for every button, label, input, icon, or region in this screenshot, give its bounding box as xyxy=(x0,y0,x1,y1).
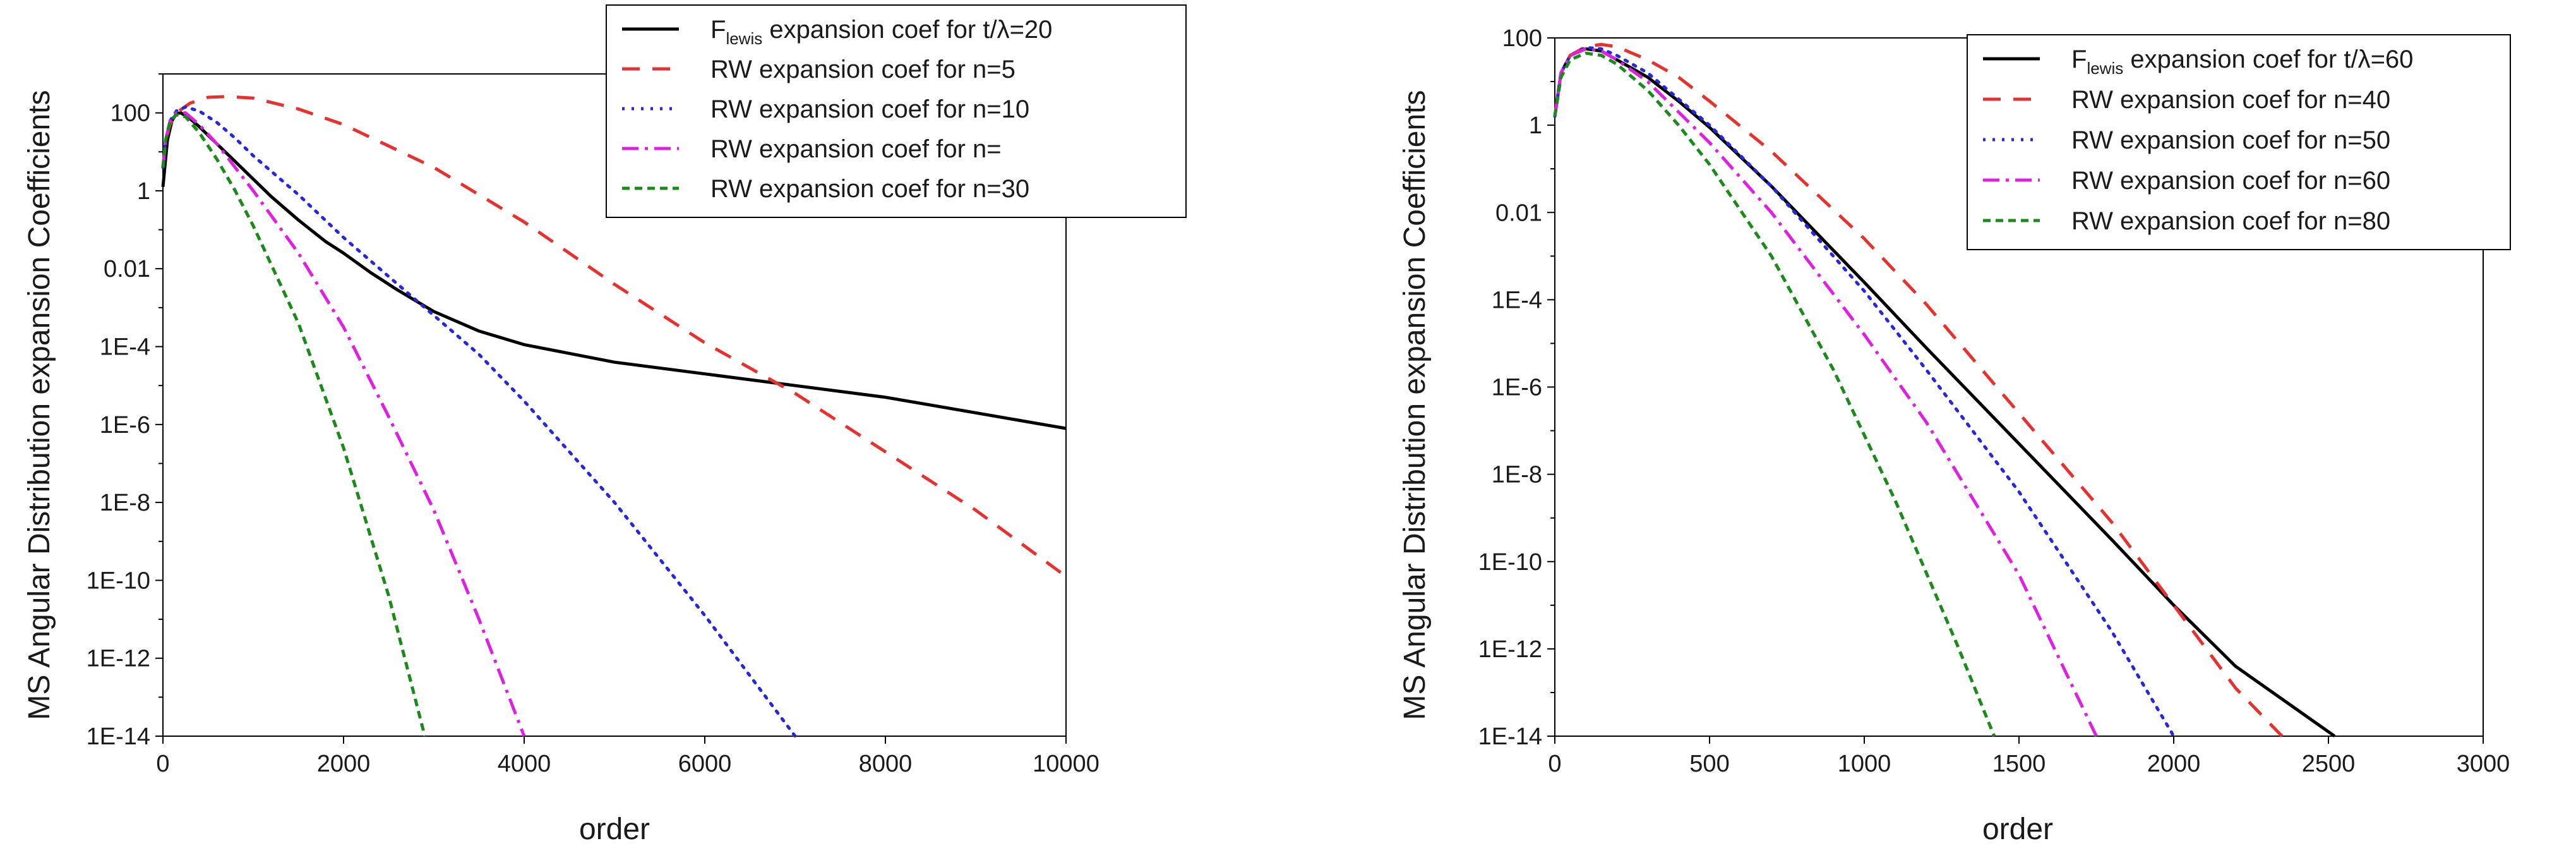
legend-label-main: RW expansion coef for n= xyxy=(710,135,1002,163)
legend: Flewis expansion coef for t/λ=60 RW expan… xyxy=(1967,34,2511,250)
legend-label: RW expansion coef for n=40 xyxy=(2071,86,2390,114)
x-tick-label: 0 xyxy=(1548,751,1561,777)
legend-label-main: RW expansion coef for n=40 xyxy=(2071,86,2390,114)
legend-box xyxy=(606,4,1187,218)
series-lines xyxy=(1553,42,2336,738)
x-tick-label: 1000 xyxy=(1838,751,1891,777)
legend-label: RW expansion coef for n=10 xyxy=(710,95,1029,123)
y-tick-label: 1E-14 xyxy=(1478,724,1542,750)
legend-label-main: RW expansion coef for n=10 xyxy=(710,95,1029,123)
legend-label: RW expansion coef for n=80 xyxy=(2071,207,2390,235)
y-tick-label: 1E-12 xyxy=(87,646,150,672)
y-tick-label: 0.01 xyxy=(104,256,150,282)
x-axis-ticks: 0 500 1000 1500 2000 2500 3000 xyxy=(1548,736,2510,777)
y-tick-label: 1E-14 xyxy=(87,724,150,750)
y-axis-ticks: 100 1 0.01 1E-4 1E-6 1E-8 1E-10 1E-12 1E-14 xyxy=(87,73,163,750)
x-tick-label: 0 xyxy=(156,751,169,777)
legend-label: Flewis expansion coef for t/λ=20 xyxy=(710,16,1052,48)
x-tick-label: 8000 xyxy=(859,751,913,777)
legend-label-main: RW expansion coef for n=60 xyxy=(2071,167,2390,195)
legend-label: RW expansion coef for n=5 xyxy=(710,56,1015,83)
series-line-3 xyxy=(1553,47,2098,737)
y-axis-title: MS Angular Distribution expansion Coeffi… xyxy=(1398,90,1432,720)
series-line-4 xyxy=(161,113,427,737)
x-tick-label: 3000 xyxy=(2457,751,2510,777)
x-tick-label: 500 xyxy=(1689,751,1729,777)
chart-right: 0 500 1000 1500 2000 2500 3000 100 1 0.01 1E-4 1E-… xyxy=(1398,25,2511,846)
series-line-3 xyxy=(161,111,526,737)
x-tick-label: 2000 xyxy=(2147,751,2201,777)
y-tick-label: 1E-10 xyxy=(87,567,150,594)
legend-label-rest: expansion coef for t/λ=20 xyxy=(762,16,1052,44)
y-tick-label: 1 xyxy=(137,178,150,205)
x-tick-label: 6000 xyxy=(678,751,732,777)
y-tick-label: 1E-12 xyxy=(1478,636,1542,663)
y-tick-label: 1E-4 xyxy=(1492,287,1542,313)
legend-label-main: RW expansion coef for n=30 xyxy=(710,175,1029,203)
x-tick-label: 2000 xyxy=(317,751,371,777)
y-tick-label: 1E-8 xyxy=(1492,462,1542,488)
y-tick-label: 100 xyxy=(1502,25,1542,52)
legend-label-main: RW expansion coef for n=50 xyxy=(2071,126,2390,154)
legend-label-main: F xyxy=(710,16,726,44)
legend-label-main: RW expansion coef for n=5 xyxy=(710,56,1015,83)
x-axis-ticks: 0 2000 4000 6000 8000 10000 xyxy=(156,736,1099,777)
y-tick-label: 0.01 xyxy=(1495,200,1542,226)
y-tick-label: 1E-4 xyxy=(100,334,150,361)
legend-box xyxy=(1967,34,2511,250)
y-tick-label: 100 xyxy=(111,100,150,127)
legend-label: RW expansion coef for n=60 xyxy=(2071,167,2390,195)
y-axis-title: MS Angular Distribution expansion Coeffi… xyxy=(23,90,56,720)
legend-label-subscript: lewis xyxy=(2087,59,2123,78)
x-axis-title: order xyxy=(1982,813,2053,846)
y-axis-ticks: 100 1 0.01 1E-4 1E-6 1E-8 1E-10 1E-12 1E-14 xyxy=(1478,25,1555,750)
series-line-0 xyxy=(161,111,1067,430)
legend-label-rest: expansion coef for t/λ=60 xyxy=(2123,45,2413,73)
x-tick-label: 10000 xyxy=(1033,751,1099,777)
legend-label-main: F xyxy=(2071,45,2087,73)
series-line-4 xyxy=(1553,51,1996,737)
legend-label: RW expansion coef for n= xyxy=(710,135,1002,163)
legend-label-subscript: lewis xyxy=(726,29,762,48)
x-axis-title: order xyxy=(579,813,650,846)
y-tick-label: 1E-8 xyxy=(100,490,150,516)
chart-left: 0 2000 4000 6000 8000 10000 10010.011E-41E-61… xyxy=(23,4,1187,846)
legend: Flewis expansion coef for t/λ=20 RW expan… xyxy=(606,4,1187,218)
x-tick-label: 4000 xyxy=(498,751,551,777)
legend-label: RW expansion coef for n=30 xyxy=(710,175,1029,203)
legend-label-main: RW expansion coef for n=80 xyxy=(2071,207,2390,235)
x-tick-label: 1500 xyxy=(1992,751,2046,777)
series-lines xyxy=(161,95,1067,738)
legend-label: RW expansion coef for n=50 xyxy=(2071,126,2390,154)
y-tick-label: 1 xyxy=(1529,112,1542,139)
x-tick-label: 2500 xyxy=(2302,751,2356,777)
legend-label: Flewis expansion coef for t/λ=60 xyxy=(2071,45,2413,78)
y-tick-label: 1E-6 xyxy=(100,412,150,439)
y-tick-label: 1E-10 xyxy=(1478,549,1542,576)
y-tick-label: 1E-6 xyxy=(1492,375,1542,401)
